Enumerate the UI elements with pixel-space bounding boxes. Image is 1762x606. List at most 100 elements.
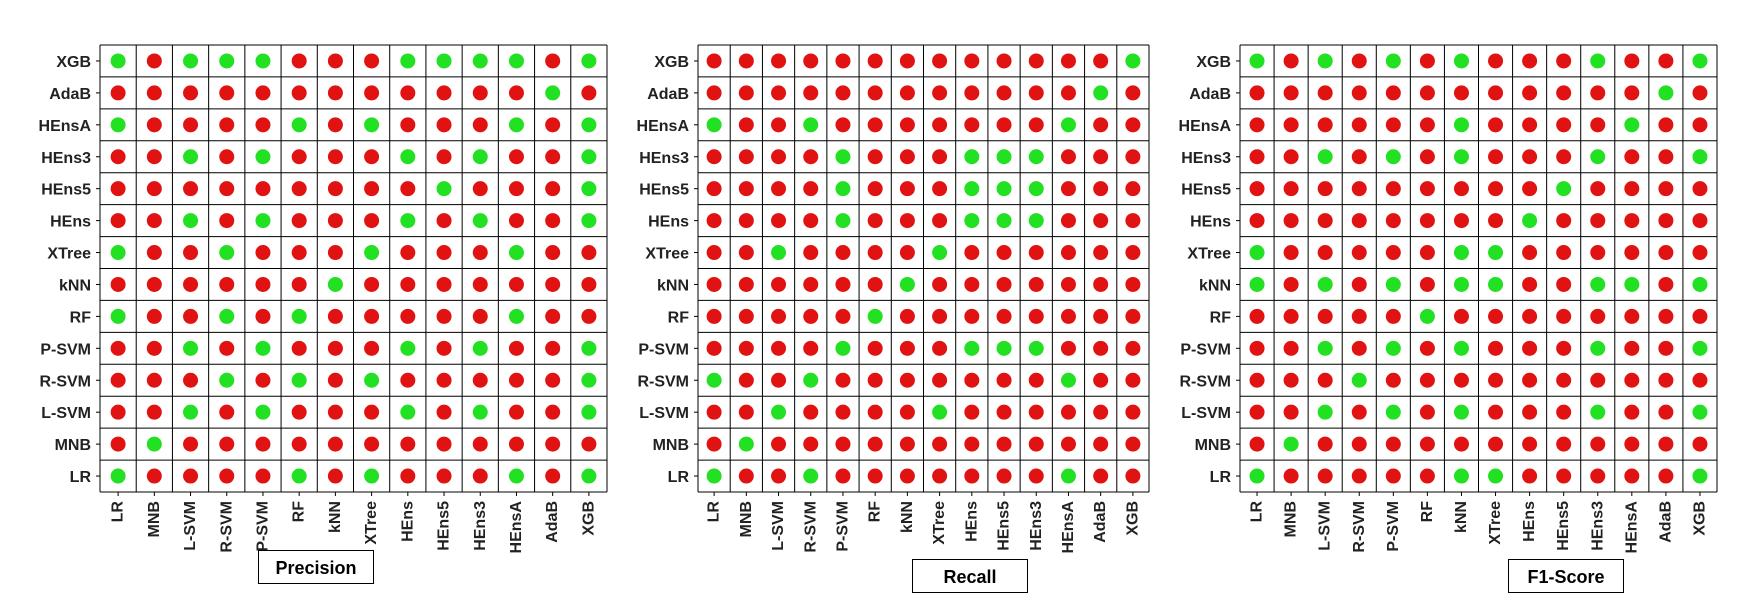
f1-score-cell-dot: [1283, 117, 1299, 133]
f1-score-cell-dot: [1658, 213, 1674, 229]
recall-col-label-hensa: HEnsA: [1060, 501, 1077, 554]
f1-score-cell-dot: [1488, 372, 1504, 388]
recall-cell-dot: [996, 436, 1012, 452]
f1-score-cell-dot: [1419, 181, 1435, 197]
recall-row-label-hensa: HEnsA: [637, 118, 690, 135]
precision-col-label-xgb: XGB: [580, 501, 597, 536]
f1-score-cell-dot: [1283, 276, 1299, 292]
recall-cell-dot: [706, 308, 722, 324]
precision-row-label-hens3: HEns3: [41, 150, 91, 167]
recall-cell-dot: [996, 372, 1012, 388]
recall-cell-dot: [867, 149, 883, 165]
f1-score-cell-dot: [1556, 53, 1572, 69]
f1-score-cell-dot: [1419, 117, 1435, 133]
f1-score-row-label-rf: RF: [1210, 309, 1232, 326]
recall-cell-dot: [867, 468, 883, 484]
precision-cell-dot: [146, 85, 162, 101]
f1-score-cell-dot: [1658, 181, 1674, 197]
recall-cell-dot: [1093, 85, 1109, 101]
recall-cell-dot: [899, 213, 915, 229]
recall-cell-dot: [706, 340, 722, 356]
precision-cell-dot: [183, 53, 199, 69]
f1-score-cell-dot: [1658, 276, 1674, 292]
recall-cell-dot: [1093, 276, 1109, 292]
f1-score-cell-dot: [1453, 372, 1469, 388]
recall-cell-dot: [771, 245, 787, 261]
recall-cell-dot: [803, 276, 819, 292]
precision-cell-dot: [400, 85, 416, 101]
f1-score-cell-dot: [1419, 276, 1435, 292]
f1-score-cell-dot: [1522, 149, 1538, 165]
f1-score-cell-dot: [1453, 468, 1469, 484]
precision-cell-dot: [183, 181, 199, 197]
f1-score-row-label-hens: HEns: [1190, 214, 1231, 231]
recall-cell-dot: [706, 245, 722, 261]
precision-row-label-knn: kNN: [59, 277, 91, 294]
precision-cell-dot: [255, 372, 271, 388]
f1-score-cell-dot: [1658, 245, 1674, 261]
f1-score-cell-dot: [1385, 404, 1401, 420]
recall-cell-dot: [1028, 117, 1044, 133]
precision-cell-dot: [508, 245, 524, 261]
recall-cell-dot: [803, 404, 819, 420]
recall-cell-dot: [1028, 468, 1044, 484]
f1-score-cell-dot: [1522, 245, 1538, 261]
recall-row-label-p-svm: P-SVM: [638, 341, 689, 358]
recall-cell-dot: [964, 340, 980, 356]
f1-score-col-label-mnb: MNB: [1283, 501, 1300, 537]
f1-score-cell-dot: [1385, 117, 1401, 133]
recall-cell-dot: [867, 117, 883, 133]
f1-score-cell-dot: [1453, 149, 1469, 165]
f1-score-cell-dot: [1488, 308, 1504, 324]
f1-score-cell-dot: [1453, 245, 1469, 261]
recall-row-label-xtree: XTree: [645, 246, 689, 263]
precision-cell-dot: [364, 213, 380, 229]
recall-cell-dot: [964, 276, 980, 292]
recall-cell-dot: [899, 436, 915, 452]
recall-cell-dot: [803, 181, 819, 197]
f1-score-cell-dot: [1624, 308, 1640, 324]
recall-cell-dot: [738, 276, 754, 292]
recall-cell-dot: [964, 404, 980, 420]
recall-cell-dot: [803, 372, 819, 388]
precision-cell-dot: [508, 308, 524, 324]
f1-score-cell-dot: [1624, 436, 1640, 452]
precision-cell-dot: [364, 245, 380, 261]
f1-score-cell-dot: [1385, 372, 1401, 388]
f1-score-cell-dot: [1692, 308, 1708, 324]
recall-cell-dot: [738, 85, 754, 101]
precision-cell-dot: [110, 404, 126, 420]
f1-score-cell-dot: [1522, 340, 1538, 356]
precision-cell-dot: [146, 404, 162, 420]
recall-cell-dot: [771, 308, 787, 324]
precision-cell-dot: [545, 404, 561, 420]
precision-cell-dot: [219, 404, 235, 420]
f1-score-cell-dot: [1453, 53, 1469, 69]
precision-cell-dot: [508, 404, 524, 420]
recall-cell-dot: [738, 468, 754, 484]
recall-cell-dot: [996, 117, 1012, 133]
recall-cell-dot: [996, 308, 1012, 324]
f1-score-col-label-xtree: XTree: [1487, 501, 1504, 545]
precision-cell-dot: [364, 468, 380, 484]
precision-cell-dot: [110, 213, 126, 229]
recall-cell-dot: [1028, 213, 1044, 229]
f1-score-cell-dot: [1522, 404, 1538, 420]
precision-cell-dot: [219, 213, 235, 229]
recall-cell-dot: [738, 117, 754, 133]
precision-cell-dot: [327, 468, 343, 484]
f1-score-cell-dot: [1385, 276, 1401, 292]
precision-cell-dot: [146, 276, 162, 292]
f1-score-cell-dot: [1317, 181, 1333, 197]
precision-cell-dot: [400, 468, 416, 484]
precision-cell-dot: [400, 181, 416, 197]
precision-cell-dot: [472, 276, 488, 292]
recall-cell-dot: [738, 213, 754, 229]
f1-score-cell-dot: [1522, 372, 1538, 388]
precision-cell-dot: [436, 181, 452, 197]
recall-cell-dot: [867, 404, 883, 420]
f1-score-cell-dot: [1283, 245, 1299, 261]
recall-cell-dot: [1060, 340, 1076, 356]
recall-cell-dot: [964, 213, 980, 229]
f1-score-cell-dot: [1317, 85, 1333, 101]
